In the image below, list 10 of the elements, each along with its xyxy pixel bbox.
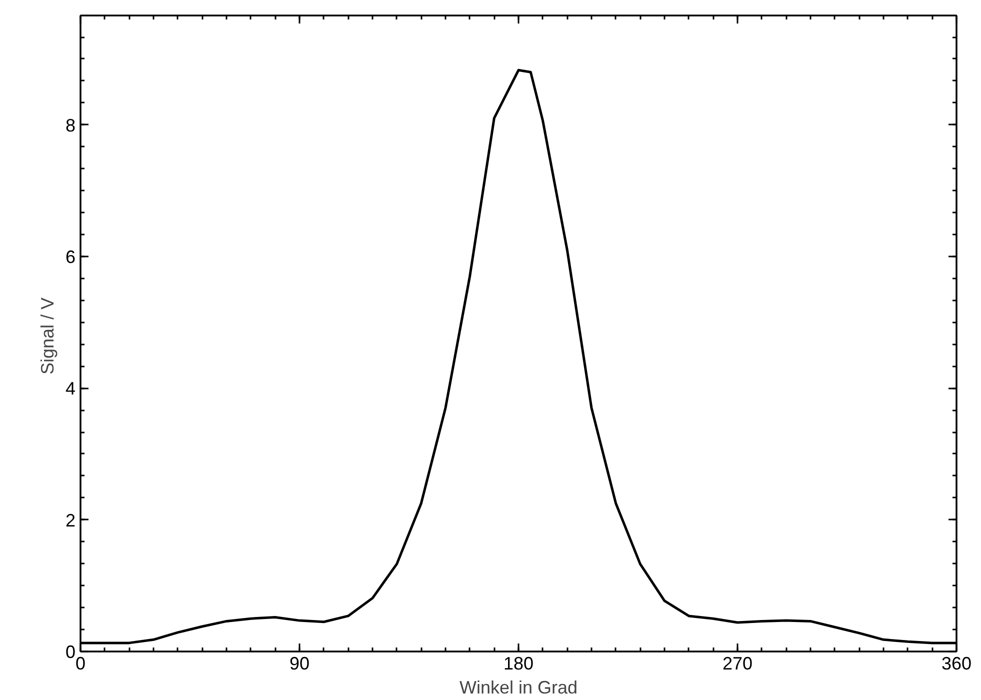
- y-axis-title: Signal / V: [37, 297, 58, 375]
- x-tick-label: 360: [941, 654, 972, 674]
- y-tick-label: 2: [65, 510, 76, 530]
- x-tick-label: 90: [289, 654, 310, 674]
- x-tick-label: 270: [722, 654, 753, 674]
- y-tick-label: 8: [65, 115, 76, 136]
- y-tick-label: 6: [65, 246, 76, 267]
- y-tick-label: 4: [65, 378, 76, 399]
- x-axis-title: Winkel in Grad: [459, 678, 578, 698]
- x-tick-label: 180: [503, 654, 534, 674]
